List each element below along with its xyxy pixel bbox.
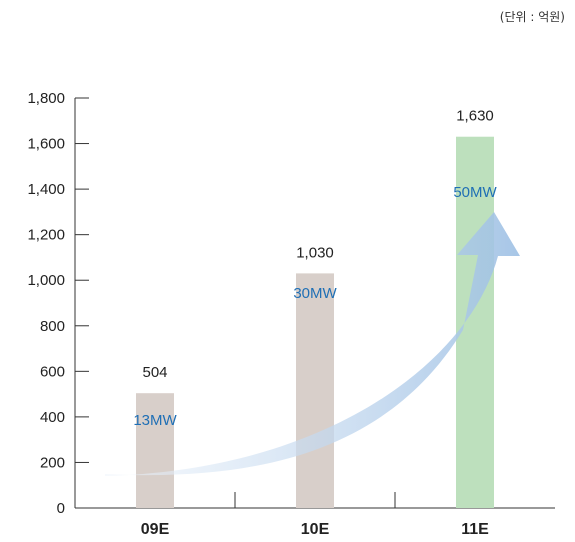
labels: 504 09E 1,030 10E 1,630 11E 13MW 30MW 50MW — [133, 108, 497, 538]
y-tick-label: 1,200 — [27, 227, 65, 244]
y-tick-label: 1,000 — [27, 272, 65, 289]
category-label-11E: 11E — [461, 521, 489, 538]
capacity-label-09E: 13MW — [133, 412, 177, 429]
y-tick-label: 0 — [57, 500, 65, 517]
trend-arrow — [105, 212, 520, 476]
y-tick-label: 200 — [40, 454, 65, 471]
y-tick-label: 1,600 — [27, 136, 65, 153]
y-tick-label: 800 — [40, 318, 65, 335]
y-tick-label: 400 — [40, 409, 65, 426]
capacity-label-10E: 30MW — [293, 285, 337, 302]
value-label-11E: 1,630 — [456, 108, 494, 125]
axes: 0 200 400 600 800 1,000 1,200 1,400 1,600 1,800 — [27, 90, 555, 517]
y-tick-label: 1,400 — [27, 181, 65, 198]
y-tick-label: 1,800 — [27, 90, 65, 107]
value-label-10E: 1,030 — [296, 244, 334, 261]
y-tick-label: 600 — [40, 363, 65, 380]
trend-arrow-layer — [105, 212, 520, 476]
category-label-09E: 09E — [141, 521, 170, 538]
unit-note: (단위 : 억원) — [499, 10, 565, 24]
bar-09E — [136, 393, 174, 508]
bar-10E — [296, 273, 334, 508]
bar-11E — [456, 136, 494, 508]
bars — [136, 136, 494, 508]
capacity-label-11E: 50MW — [453, 184, 497, 201]
value-label-09E: 504 — [142, 364, 167, 381]
category-label-10E: 10E — [301, 521, 330, 538]
